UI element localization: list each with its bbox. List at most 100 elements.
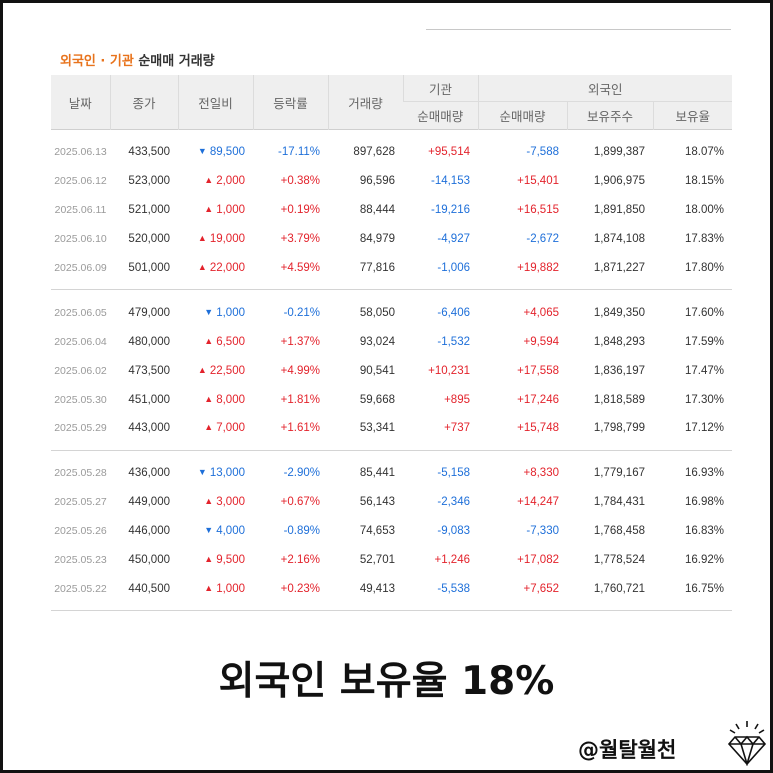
cell-foreign-ratio: 18.07% xyxy=(684,146,724,159)
change-value: 7,000 xyxy=(216,422,245,435)
cell-foreign-ratio: 17.59% xyxy=(684,335,724,348)
cell-change: ▲ 7,000 xyxy=(178,414,253,443)
up-arrow-icon: ▲ xyxy=(197,262,207,272)
cell-foreign-ratio: 18.15% xyxy=(684,175,724,188)
cell-rate: +1.81% xyxy=(280,393,320,406)
header-change: 전일비 xyxy=(177,75,253,130)
cell-date: 2025.05.28 xyxy=(54,467,107,480)
cell-inst-net: +1,246 xyxy=(434,554,471,567)
account-handle: @월탈월천 xyxy=(578,738,677,762)
cell-foreign-shares: 1,778,524 xyxy=(593,554,645,567)
cell-foreign-net: +9,594 xyxy=(523,335,560,348)
cell-rate: +0.23% xyxy=(280,582,320,595)
cell-foreign-shares: 1,848,293 xyxy=(593,335,645,348)
cell-close: 521,000 xyxy=(128,204,170,217)
cell-date: 2025.05.22 xyxy=(54,582,107,595)
cell-foreign-shares: 1,891,850 xyxy=(593,204,645,217)
cell-change: ▲ 3,000 xyxy=(178,488,253,517)
caption-net-volume: 순매매 거래량 xyxy=(138,54,215,69)
cell-foreign-net: +16,515 xyxy=(517,204,559,217)
group-spacer xyxy=(51,290,732,298)
table-row: 2025.06.04 480,000 ▲ 6,500 +1.37% 93,024 -1,53… xyxy=(51,327,732,356)
cell-volume: 49,413 xyxy=(359,582,395,595)
cell-close: 479,000 xyxy=(128,306,170,319)
cell-volume: 59,668 xyxy=(359,393,395,406)
cell-foreign-net: -2,672 xyxy=(526,233,559,246)
group-separator xyxy=(51,289,732,291)
cell-date: 2025.05.27 xyxy=(54,496,107,509)
cell-change: ▲ 8,000 xyxy=(178,385,253,414)
cell-close: 501,000 xyxy=(128,262,170,274)
bottom-spacer-cell xyxy=(51,603,732,611)
cell-foreign-net: +7,652 xyxy=(523,582,560,595)
up-arrow-icon: ▲ xyxy=(204,393,214,404)
group-spacer xyxy=(51,443,732,451)
up-arrow-icon: ▲ xyxy=(204,496,214,507)
table-bottom-border-cell xyxy=(51,610,732,612)
cell-foreign-ratio: 16.98% xyxy=(684,496,724,509)
change-value: 6,500 xyxy=(216,335,245,348)
cell-foreign-ratio: 17.12% xyxy=(684,422,724,435)
cell-date: 2025.06.12 xyxy=(54,175,107,188)
table-row: 2025.06.05 479,000 ▼ 1,000 -0.21% 58,050 -6,40… xyxy=(51,298,732,327)
table-row: 2025.05.27 449,000 ▲ 3,000 +0.67% 56,143 -2,34… xyxy=(51,488,732,517)
down-arrow-icon: ▼ xyxy=(197,467,207,478)
table-row: 2025.05.28 436,000 ▼ 13,000 -2.90% 85,441 -5,1… xyxy=(51,459,732,488)
cell-foreign-net: +17,558 xyxy=(517,364,559,377)
table-bottom-border xyxy=(51,610,732,612)
cell-close: 436,000 xyxy=(128,467,170,480)
cell-foreign-shares: 1,849,350 xyxy=(593,306,645,319)
header-close: 종가 xyxy=(109,75,178,130)
cell-foreign-ratio: 16.92% xyxy=(684,554,724,567)
cell-change: ▲ 22,500 xyxy=(178,356,253,385)
cell-rate: -0.89% xyxy=(283,525,320,538)
cell-inst-net: -9,083 xyxy=(437,525,470,538)
cell-rate: -2.90% xyxy=(283,467,320,480)
cell-date: 2025.05.30 xyxy=(54,393,107,406)
table-caption: 외국인 · 기관 순매매 거래량 xyxy=(60,50,215,69)
change-value: 22,000 xyxy=(209,262,245,274)
cell-volume: 84,979 xyxy=(359,233,395,246)
group-separator-cell xyxy=(51,450,732,451)
table-row: 2025.06.13 433,500 ▼ 89,500 -17.11% 897,628 +9… xyxy=(51,138,732,167)
cell-rate: -17.11% xyxy=(278,146,320,159)
cell-inst-net: +895 xyxy=(444,393,470,406)
cell-change: ▲ 19,000 xyxy=(178,225,253,254)
header-date: 날짜 xyxy=(51,75,110,130)
cell-volume: 77,816 xyxy=(359,262,395,274)
cell-rate: +1.61% xyxy=(280,422,320,435)
cell-close: 523,000 xyxy=(128,175,170,188)
cell-date: 2025.06.10 xyxy=(54,233,107,246)
top-spacer-cell xyxy=(51,130,732,139)
header-volume: 거래량 xyxy=(327,75,403,130)
cell-foreign-shares: 1,779,167 xyxy=(593,467,645,480)
cell-foreign-net: +15,748 xyxy=(517,422,559,435)
cell-foreign-net: +4,065 xyxy=(523,306,560,319)
cell-foreign-shares: 1,760,721 xyxy=(593,582,645,595)
group-separator-cell xyxy=(51,289,732,291)
cell-foreign-net: +17,082 xyxy=(517,554,559,567)
cell-inst-net: -1,532 xyxy=(437,335,470,348)
cell-date: 2025.06.02 xyxy=(54,364,107,377)
cell-volume: 897,628 xyxy=(353,146,395,159)
cell-rate: +4.59% xyxy=(280,262,320,274)
cell-foreign-net: +15,401 xyxy=(517,175,559,188)
up-arrow-icon: ▲ xyxy=(204,554,214,565)
cell-inst-net: -14,153 xyxy=(430,175,470,188)
cell-change: ▼ 1,000 xyxy=(178,298,253,327)
cell-change: ▲ 1,000 xyxy=(178,574,253,603)
cell-foreign-shares: 1,899,387 xyxy=(593,146,645,159)
cell-close: 450,000 xyxy=(128,554,170,567)
change-value: 13,000 xyxy=(209,467,245,480)
cell-inst-net: -2,346 xyxy=(437,496,470,509)
cell-change: ▼ 4,000 xyxy=(178,517,253,546)
group-spacer-cell xyxy=(51,451,732,459)
cell-foreign-shares: 1,784,431 xyxy=(593,496,645,509)
change-value: 1,000 xyxy=(216,306,245,319)
group-separator xyxy=(51,450,732,451)
cell-volume: 58,050 xyxy=(359,306,395,319)
down-arrow-icon: ▼ xyxy=(197,146,207,157)
cell-foreign-net: +8,330 xyxy=(523,467,560,480)
cell-volume: 56,143 xyxy=(359,496,395,509)
table-row: 2025.05.23 450,000 ▲ 9,500 +2.16% 52,701 +1,24… xyxy=(51,546,732,575)
